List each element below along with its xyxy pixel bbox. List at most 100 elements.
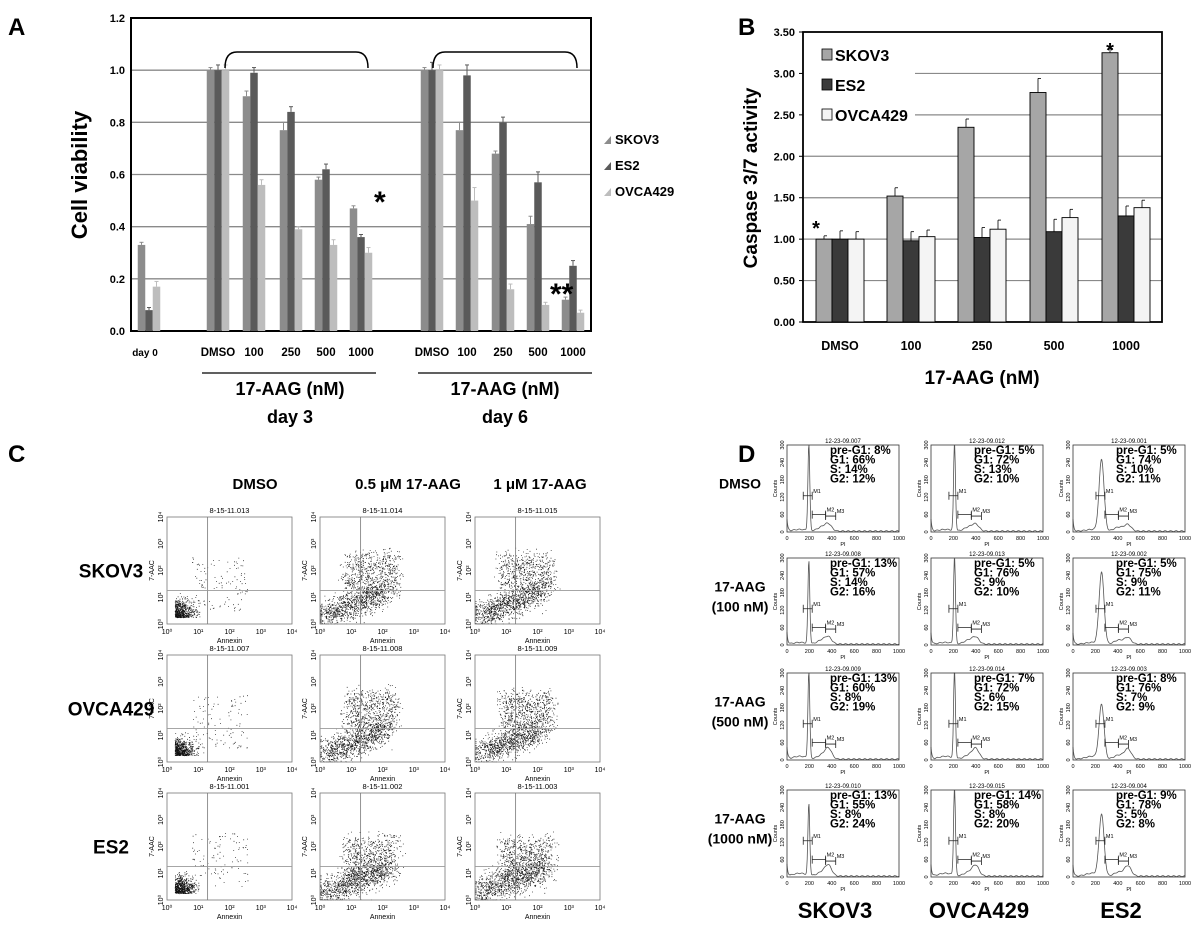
y-tick-label: 10⁴ — [311, 788, 318, 799]
plot-id: 12-23-09.002 — [1111, 552, 1147, 558]
y-tick-label: 240 — [1066, 571, 1072, 580]
legend-swatch-skov3 — [604, 136, 611, 144]
y-tick-label: 10⁴ — [158, 788, 165, 799]
plot-id: 8-15-11.008 — [363, 644, 403, 653]
x-tick-label: 400 — [1113, 764, 1122, 770]
panel-a-label: A — [8, 14, 25, 41]
y-axis-label: 7-AAC — [149, 698, 156, 719]
column-label: OVCA429 — [929, 898, 1029, 923]
x-axis-label: Annexin — [217, 776, 242, 783]
x-axis-label: PI — [984, 655, 990, 661]
bar-es2 — [1117, 215, 1135, 323]
bar-ovca429 — [329, 244, 338, 331]
bar-skov3 — [886, 195, 904, 323]
y-tick-label: 240 — [780, 571, 786, 580]
gate-marker — [811, 623, 827, 632]
histogram-curve — [930, 558, 1044, 646]
x-tick-label: 0 — [1071, 881, 1074, 887]
y-tick-label: 300 — [780, 668, 786, 677]
y-tick-label: 120 — [924, 606, 930, 615]
gate-marker — [948, 491, 959, 500]
cell-cycle-stat: G2: 10% — [974, 587, 1019, 599]
cell-cycle-stat: S: 8% — [830, 809, 861, 821]
x-tick-label: 600 — [1136, 649, 1145, 655]
y-tick-label: 10⁰ — [310, 757, 318, 768]
gate-label: M2 — [1119, 621, 1127, 627]
bar-skov3 — [957, 126, 975, 323]
gate-marker — [1095, 719, 1106, 728]
y-tick-label: 300 — [780, 553, 786, 562]
y-tick-label: 0 — [780, 530, 786, 533]
cell-cycle-stat: pre-G1: 5% — [974, 558, 1035, 570]
y-tick-label: 240 — [780, 686, 786, 695]
gate-marker — [825, 625, 837, 634]
bar-skov3 — [815, 238, 833, 323]
x-tick-label: 1000 — [893, 649, 905, 655]
plot-frame — [474, 792, 601, 901]
x-tick-label: 200 — [805, 881, 814, 887]
plot-id: 12-23-09.004 — [1111, 784, 1147, 790]
cell-cycle-stat: G1: 58% — [974, 800, 1019, 812]
cell-cycle-stat: G2: 16% — [830, 587, 875, 599]
y-axis-label: Counts — [773, 480, 779, 498]
y-axis-label: 7-AAC — [302, 560, 309, 581]
legend-swatch-skov3 — [821, 48, 833, 61]
plot-frame — [786, 557, 900, 646]
y-tick-label: 0.4 — [110, 222, 126, 234]
cell-cycle-stat: G2: 11% — [1116, 474, 1161, 486]
cell-cycle-stat: G2: 12% — [830, 474, 875, 486]
x-axis-label: Annexin — [217, 914, 242, 921]
row-label: DMSO — [719, 476, 761, 492]
group-subtitle: day 3 — [267, 407, 313, 427]
y-axis-label: Counts — [773, 593, 779, 611]
gate-label: M3 — [1129, 509, 1137, 515]
x-axis-label: PI — [984, 770, 990, 776]
y-tick-label: 1.50 — [774, 193, 795, 205]
y-tick-label: 0 — [1066, 530, 1072, 533]
scatter-points — [174, 695, 248, 757]
y-tick-label: 1.00 — [774, 234, 795, 246]
x-tick-label: 10¹ — [346, 767, 357, 774]
y-axis-label: Counts — [1059, 708, 1065, 726]
y-tick-label: 240 — [924, 803, 930, 812]
gate-marker — [957, 738, 972, 747]
x-tick-label: 10¹ — [193, 629, 204, 636]
y-tick-label: 180 — [924, 588, 930, 597]
row-label: (1000 nM) — [708, 831, 773, 847]
x-tick-label: 200 — [1091, 764, 1100, 770]
x-tick-label: 1000 — [1037, 881, 1049, 887]
plot-frame — [1072, 789, 1186, 878]
y-tick-label: 0 — [924, 875, 930, 878]
row-label: 17-AAG — [714, 694, 765, 710]
bar-es2 — [463, 75, 471, 331]
x-tick-label: 800 — [1158, 536, 1167, 542]
histogram-curve — [786, 444, 900, 533]
x-axis-label: PI — [984, 887, 990, 893]
row-label: 17-AAG — [714, 811, 765, 827]
panel-c-label: C — [8, 441, 25, 468]
bar-es2 — [250, 72, 258, 332]
plot-id: 12-23-09.013 — [969, 552, 1005, 558]
gate-label: M2 — [827, 508, 835, 514]
bar-ovca429 — [918, 236, 936, 323]
y-tick-label: 10⁴ — [158, 512, 165, 523]
group-title: 17-AAG (nM) — [236, 379, 345, 399]
y-tick-label: 3.00 — [774, 68, 795, 80]
gate-marker — [970, 625, 982, 634]
bar-ovca429 — [989, 228, 1007, 323]
x-tick-label: 1000 — [1179, 649, 1191, 655]
cell-cycle-stat: pre-G1: 14% — [974, 790, 1041, 802]
y-tick-label: 1.2 — [110, 13, 125, 25]
x-tick-label: 800 — [1158, 764, 1167, 770]
bar-ovca429 — [541, 304, 550, 331]
panel-b-chart: 0.00 0.50 1.00 1.50 2.00 2.50 3.00 3.50 Caspase … — [741, 27, 1163, 389]
x-tick-label: 600 — [850, 881, 859, 887]
y-tick-label: 300 — [924, 553, 930, 562]
x-tick-label: 10³ — [564, 767, 575, 774]
bar-es2 — [534, 182, 542, 331]
y-axis-label: Counts — [917, 708, 923, 726]
y-axis-label: 7-AAC — [302, 836, 309, 857]
x-tick-label: 10² — [377, 767, 388, 774]
